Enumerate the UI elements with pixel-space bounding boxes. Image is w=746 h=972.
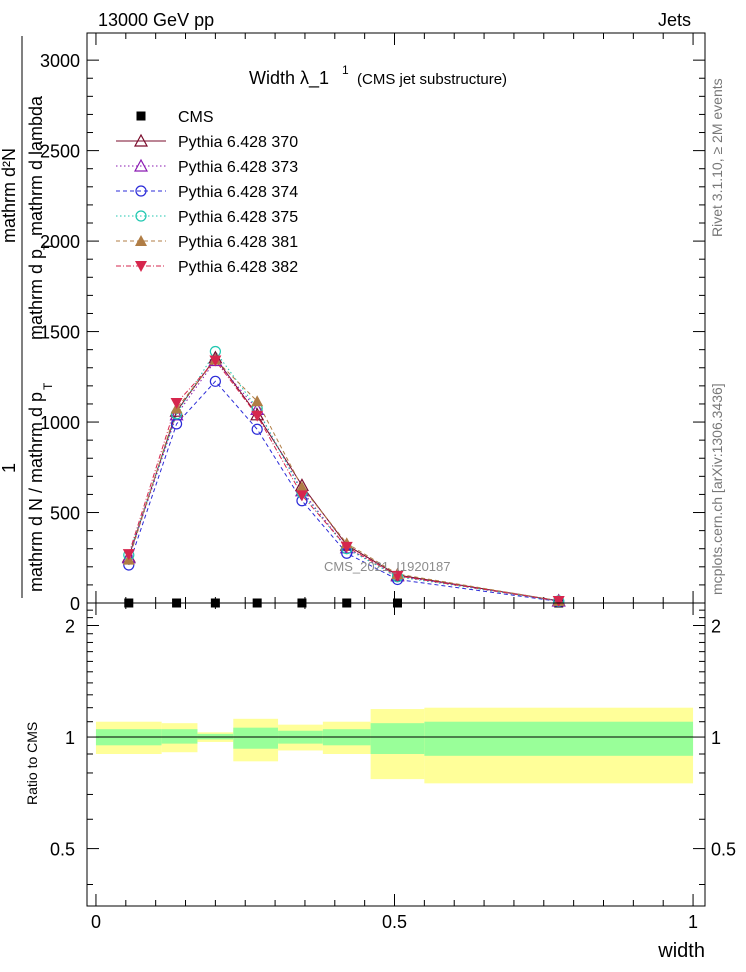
y-tick-label: 2500 bbox=[40, 142, 80, 162]
chart-title: Width λ_1 bbox=[249, 68, 329, 89]
data-point-marker bbox=[295, 490, 308, 502]
uncertainty-bands bbox=[95, 707, 694, 784]
data-point-marker bbox=[133, 158, 149, 172]
inner-uncertainty-band bbox=[233, 727, 279, 749]
data-point-marker bbox=[136, 111, 146, 121]
analysis-watermark: CMS_2021_I1920187 bbox=[324, 559, 451, 574]
data-point-marker bbox=[552, 596, 565, 608]
x-tick-label: 0.5 bbox=[382, 912, 407, 932]
legend-label: Pythia 6.428 370 bbox=[178, 134, 298, 151]
data-point-marker bbox=[135, 185, 147, 197]
header-left: 13000 GeV pp bbox=[98, 10, 214, 30]
data-point-marker bbox=[251, 395, 264, 407]
ratio-y-tick-label: 1 bbox=[65, 728, 75, 748]
chart-subtitle: (CMS jet substructure) bbox=[357, 71, 507, 88]
data-point-marker bbox=[133, 133, 149, 147]
data-point-marker bbox=[122, 549, 135, 561]
data-point-marker bbox=[135, 261, 147, 272]
data-point-marker bbox=[135, 235, 147, 246]
data-point-marker bbox=[135, 210, 147, 222]
y-tick-label: 0 bbox=[70, 594, 80, 614]
data-point-marker bbox=[169, 407, 184, 421]
legend: CMS Pythia 6.428 370 Pythia 6.428 373 Pythi… bbox=[116, 109, 298, 276]
data-point-marker bbox=[209, 355, 222, 367]
y-tick-label: 1500 bbox=[40, 323, 80, 343]
data-point-marker bbox=[391, 570, 404, 582]
main-y-ticks: 0 500 1000 1500 2000 2500 3000 bbox=[40, 33, 705, 614]
y-tick-label: 500 bbox=[50, 504, 80, 524]
y-axis-label-upper-sub: T bbox=[41, 242, 55, 250]
series-line bbox=[128, 359, 559, 602]
main-panel: 0 500 1000 1500 2000 2500 3000 Width λ_1 1 (CM… bbox=[0, 32, 706, 614]
x-tick-label: 1 bbox=[688, 912, 698, 932]
data-point-marker bbox=[170, 398, 183, 410]
legend-label: Pythia 6.428 382 bbox=[178, 259, 298, 276]
series-markers bbox=[121, 345, 566, 608]
series-line bbox=[128, 350, 559, 602]
series-lines bbox=[128, 350, 559, 602]
y-tick-label: 2000 bbox=[40, 232, 80, 252]
inner-uncertainty-band bbox=[424, 721, 694, 756]
legend-label: Pythia 6.428 374 bbox=[178, 184, 298, 201]
data-point-marker bbox=[340, 541, 353, 553]
y-tick-label: 1000 bbox=[40, 413, 80, 433]
mcplots-label: mcplots.cern.ch [arXiv:1306.3436] bbox=[709, 383, 725, 595]
inner-uncertainty-band bbox=[161, 729, 198, 744]
ratio-y-axis-label: Ratio to CMS bbox=[24, 722, 40, 805]
ratio-y-tick-label-right: 0.5 bbox=[711, 840, 736, 860]
header-right: Jets bbox=[658, 10, 691, 30]
ratio-y-tick-label: 2 bbox=[65, 616, 75, 636]
y-axis-label-upper-2: mathrm d lambda bbox=[26, 95, 46, 236]
rivet-label: Rivet 3.1.10, ≥ 2M events bbox=[709, 78, 725, 237]
legend-label: Pythia 6.428 373 bbox=[178, 159, 298, 176]
ratio-y-tick-label: 0.5 bbox=[50, 840, 75, 860]
y-axis-label-factor: 1 bbox=[0, 463, 19, 473]
legend-label: CMS bbox=[178, 109, 214, 126]
x-axis-label: width bbox=[657, 940, 705, 962]
y-axis-label-lower-1: mathrm d N / mathrm d p bbox=[26, 392, 46, 592]
ratio-y-tick-label-right: 1 bbox=[711, 728, 721, 748]
x-axis-ticks: 0 0.5 1 bbox=[91, 603, 698, 932]
ratio-panel: 0.5 0.51 12 2 0 0.5 1 Ratio to CMS width bbox=[24, 602, 736, 962]
chart-title-superscript: 1 bbox=[342, 63, 349, 77]
y-axis-label-upper-1: mathrm d p bbox=[26, 249, 46, 340]
y-axis-label-lower-sub: T bbox=[41, 382, 55, 390]
ratio-y-tick-label-right: 2 bbox=[711, 616, 721, 636]
y-tick-label: 3000 bbox=[40, 51, 80, 71]
y-axis-label-numerator: mathrm d²N bbox=[0, 148, 19, 243]
series-line bbox=[128, 358, 559, 602]
ratio-y-ticks: 0.5 0.5 1 1 2 2 bbox=[50, 609, 736, 886]
data-point-marker bbox=[295, 481, 308, 493]
legend-label: Pythia 6.428 381 bbox=[178, 234, 298, 251]
y-axis-label: 1 mathrm d N / mathrm d p T mathrm d p T… bbox=[0, 36, 55, 598]
x-tick-label: 0 bbox=[91, 912, 101, 932]
data-point-marker bbox=[251, 410, 264, 422]
data-point-marker bbox=[251, 423, 263, 435]
data-point-marker bbox=[209, 375, 221, 387]
inner-uncertainty-band bbox=[370, 723, 425, 755]
legend-label: Pythia 6.428 375 bbox=[178, 209, 298, 226]
series-line bbox=[128, 380, 559, 602]
